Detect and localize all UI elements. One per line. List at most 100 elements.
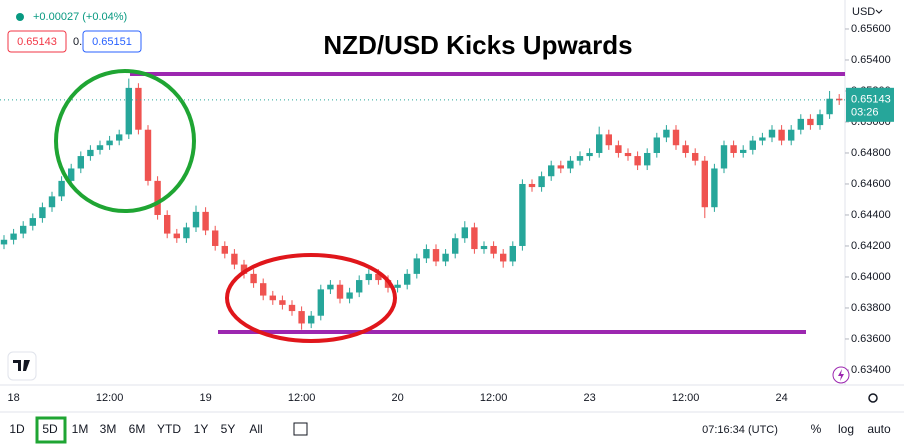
candle-body — [68, 168, 75, 181]
candle-body — [500, 253, 507, 262]
candle-body — [0, 239, 8, 245]
candle-body — [394, 284, 401, 288]
candle-body — [596, 134, 603, 153]
candle-body — [221, 245, 228, 254]
candle-body — [106, 140, 113, 146]
candle-body — [96, 145, 104, 150]
candle-body — [346, 292, 353, 299]
candle-body — [557, 165, 564, 169]
candle-body — [490, 245, 497, 254]
price-change: +0.00027 (+0.04%) — [33, 11, 127, 23]
candle-body — [58, 180, 65, 197]
candle-body — [202, 211, 209, 231]
timeframe-button[interactable]: 1Y — [194, 422, 209, 436]
candle-body — [375, 273, 382, 281]
alert-bolt — [838, 369, 844, 381]
candle-body — [807, 118, 814, 126]
candle-body — [298, 311, 305, 324]
settings-icon[interactable] — [868, 393, 878, 403]
selected-timeframe — [35, 416, 67, 444]
candle-body — [240, 264, 248, 274]
x-tick-label: 12:00 — [672, 392, 700, 404]
candle-body — [231, 253, 238, 265]
candle-body — [48, 196, 56, 208]
candle-body — [816, 114, 824, 126]
candle-body — [413, 258, 420, 274]
candle-body — [308, 315, 315, 324]
candle-body — [250, 273, 257, 284]
candle-body — [173, 233, 180, 239]
candle-body — [29, 218, 36, 226]
candle-body — [404, 273, 411, 285]
y-tick-label: 0.65400 — [851, 54, 891, 66]
chart-title: NZD/USD Kicks Upwards — [323, 30, 632, 60]
candle-body — [125, 87, 132, 135]
timeframe-button[interactable]: YTD — [157, 422, 181, 436]
low-circle — [225, 253, 397, 343]
scale-option[interactable]: % — [811, 422, 822, 436]
ask-box[interactable] — [82, 30, 142, 53]
last-price-value: 0.65143 — [851, 94, 891, 106]
candle-body — [260, 283, 267, 296]
countdown: 03:26 — [851, 107, 879, 119]
candle-body — [634, 156, 641, 166]
ask-price[interactable]: 0.65151 — [92, 36, 132, 48]
timeframe-button[interactable]: All — [249, 422, 262, 436]
bottom-toolbar: 1D 5D 1M 3M 6M YTD 1Y 5Y All% log auto — [9, 422, 891, 436]
logo[interactable] — [7, 351, 37, 381]
timeframe-button[interactable]: 5Y — [221, 422, 236, 436]
candle-body — [480, 245, 488, 250]
bid-price[interactable]: 0.65143 — [17, 36, 57, 48]
candle-body — [20, 225, 27, 234]
candle-body — [701, 160, 708, 208]
timeframe-button[interactable]: 6M — [129, 422, 146, 436]
candle-body — [711, 168, 718, 208]
bid-box[interactable] — [7, 30, 67, 53]
candle-body — [336, 284, 344, 299]
candle-body — [432, 249, 440, 262]
candle-body — [528, 183, 536, 188]
y-tick-label: 0.63400 — [851, 364, 891, 376]
scale-option[interactable]: log — [838, 422, 854, 436]
candle-body — [519, 183, 526, 246]
status-dot — [16, 13, 24, 21]
y-tick-label: 0.64000 — [851, 271, 891, 283]
candle-body — [509, 245, 516, 262]
y-tick-label: 0.65600 — [851, 23, 891, 35]
candle-body — [154, 180, 161, 215]
candle-body — [576, 156, 584, 161]
candle-body — [442, 253, 449, 262]
date-range-icon[interactable] — [293, 422, 308, 436]
candle-body — [778, 129, 785, 141]
y-tick-label: 0.64600 — [851, 178, 891, 190]
y-tick-label: 0.63800 — [851, 302, 891, 314]
candle-body — [826, 98, 833, 115]
timeframe-button[interactable]: 3M — [100, 422, 117, 436]
timeframe-button[interactable]: 1D — [9, 422, 25, 436]
clock: 07:16:34 (UTC) — [702, 424, 778, 436]
candle-body — [788, 129, 795, 141]
timeframe-button[interactable]: 1M — [72, 422, 89, 436]
candle-body — [356, 280, 363, 293]
candle-body — [183, 227, 190, 239]
candle-body — [471, 227, 478, 250]
timeframe-button[interactable]: 5D — [42, 422, 58, 436]
peak-circle — [54, 69, 196, 213]
scale-option[interactable]: auto — [867, 422, 891, 436]
candle-body — [327, 284, 334, 290]
candle-body — [212, 230, 219, 246]
candle-body — [586, 152, 593, 157]
time-axis: 18 12:00 19 12:00 20 12:00 23 12:00 24 — [7, 392, 787, 404]
candle-body — [39, 207, 46, 219]
currency-selector[interactable]: USD — [852, 6, 875, 18]
candle-body — [644, 152, 651, 166]
x-tick-label: 12:00 — [288, 392, 316, 404]
x-tick-label: 12:00 — [480, 392, 508, 404]
candle-body — [461, 227, 468, 239]
candle-body — [653, 137, 660, 153]
y-tick-label: 0.64400 — [851, 209, 891, 221]
candle-body — [836, 98, 843, 101]
logo-mark — [13, 360, 30, 371]
candle-body — [759, 137, 766, 141]
